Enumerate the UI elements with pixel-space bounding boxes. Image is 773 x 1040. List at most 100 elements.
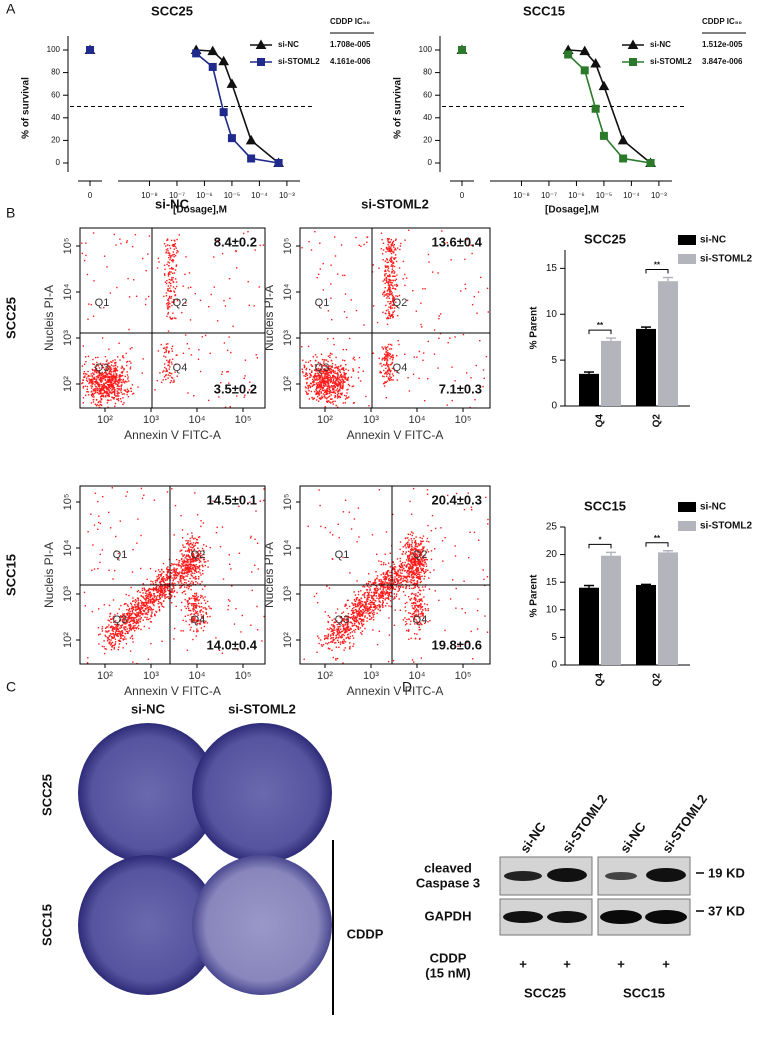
event-dot <box>163 589 166 591</box>
event-dot <box>344 647 346 649</box>
event-dot <box>319 639 322 641</box>
event-dot <box>98 393 100 395</box>
event-dot <box>130 627 132 629</box>
event-dot <box>315 360 317 362</box>
event-dot <box>389 571 391 574</box>
event-dot <box>106 392 108 394</box>
chart-title: SCC25 <box>584 231 626 246</box>
event-dot <box>119 619 122 621</box>
event-dot <box>370 585 372 588</box>
event-dot <box>126 391 128 393</box>
event-dot <box>482 385 484 388</box>
event-dot <box>96 403 98 406</box>
event-dot <box>86 662 89 664</box>
event-dot <box>389 343 392 346</box>
event-dot <box>135 608 138 610</box>
event-dot <box>383 295 385 297</box>
event-dot <box>105 630 107 632</box>
event-dot <box>162 579 164 581</box>
event-dot <box>367 608 369 610</box>
event-dot <box>423 578 425 580</box>
event-dot <box>343 627 346 630</box>
event-dot <box>388 314 391 316</box>
event-dot <box>128 627 131 629</box>
event-dot <box>164 596 166 598</box>
event-dot <box>197 620 200 622</box>
event-dot <box>166 303 168 305</box>
event-dot <box>341 642 344 644</box>
event-dot <box>168 262 171 264</box>
event-dot <box>201 556 204 558</box>
event-dot <box>305 390 307 392</box>
event-dot <box>386 592 388 595</box>
event-dot <box>122 355 124 357</box>
chart-title: SCC15 <box>523 3 565 18</box>
event-dot <box>392 261 395 263</box>
event-dot <box>173 248 175 250</box>
event-dot <box>128 390 130 393</box>
event-dot <box>224 305 227 307</box>
event-dot <box>173 301 175 303</box>
event-dot <box>330 379 332 381</box>
event-dot <box>192 554 195 557</box>
event-dot <box>185 620 187 622</box>
event-dot <box>365 612 367 614</box>
event-dot <box>361 625 364 627</box>
event-dot <box>202 614 205 617</box>
event-dot <box>350 628 352 630</box>
y-tick-label: 10⁴ <box>62 283 74 300</box>
plate <box>192 723 332 863</box>
y-axis-label: % Parent <box>529 574 540 617</box>
event-dot <box>454 336 456 338</box>
event-dot <box>402 578 404 580</box>
event-dot <box>140 605 142 607</box>
event-dot <box>361 624 363 626</box>
event-dot <box>195 552 197 554</box>
event-dot <box>334 385 336 388</box>
event-dot <box>196 538 198 541</box>
event-dot <box>423 563 425 566</box>
event-dot <box>191 547 193 549</box>
row-label: GAPDH <box>425 908 472 923</box>
event-dot <box>382 601 384 603</box>
event-dot <box>105 391 107 394</box>
event-dot <box>393 275 395 277</box>
event-dot <box>382 280 384 282</box>
event-dot <box>317 378 320 381</box>
event-dot <box>146 595 149 598</box>
event-dot <box>176 564 178 566</box>
event-dot <box>194 576 196 579</box>
event-dot <box>390 281 392 284</box>
event-dot <box>164 578 166 580</box>
marker <box>458 46 466 54</box>
event-dot <box>352 611 355 613</box>
event-dot <box>165 282 168 285</box>
event-dot <box>143 625 145 628</box>
event-dot <box>390 574 392 577</box>
event-dot <box>142 592 144 594</box>
event-dot <box>149 605 151 608</box>
event-dot <box>364 592 366 594</box>
event-dot <box>204 606 206 609</box>
event-dot <box>163 273 166 275</box>
event-dot <box>180 514 182 517</box>
event-dot <box>351 623 354 625</box>
event-dot <box>112 359 114 362</box>
event-dot <box>189 598 191 600</box>
event-dot <box>109 527 112 529</box>
event-dot <box>169 255 171 257</box>
event-dot <box>167 330 170 332</box>
event-dot <box>185 579 187 581</box>
event-dot <box>158 608 161 611</box>
event-dot <box>117 393 119 395</box>
event-dot <box>128 624 130 626</box>
event-dot <box>342 382 344 385</box>
plate <box>78 855 218 995</box>
event-dot <box>173 571 176 573</box>
event-dot <box>101 364 104 367</box>
event-dot <box>116 612 119 615</box>
event-dot <box>105 395 107 397</box>
event-dot <box>321 381 324 383</box>
event-dot <box>384 599 386 601</box>
event-dot <box>122 615 124 617</box>
